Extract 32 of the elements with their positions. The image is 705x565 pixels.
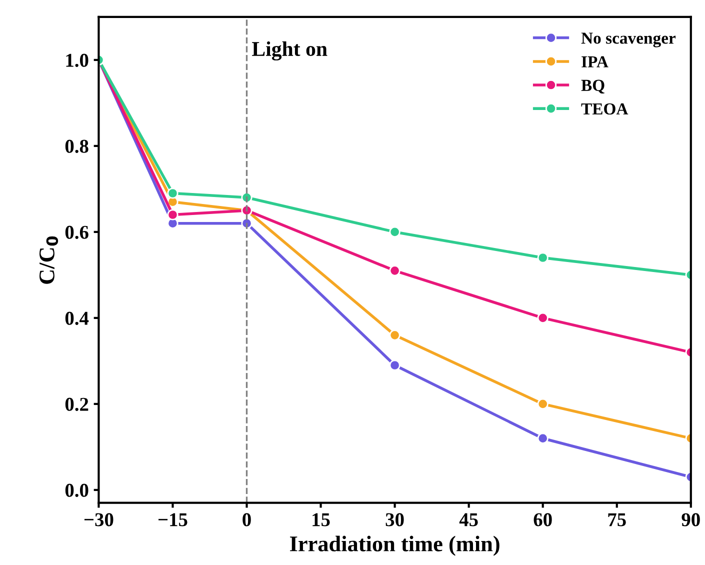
y-tick-label: 0.0 xyxy=(65,484,88,497)
y-tick-label: 0.4 xyxy=(65,312,89,325)
ref-line-label: Light on xyxy=(252,41,328,60)
point xyxy=(537,312,548,324)
point xyxy=(389,265,400,276)
x-tick-label: −30 xyxy=(84,513,114,526)
x-axis-title: Irradiation time (min) xyxy=(290,536,500,556)
point xyxy=(389,226,400,238)
legend-label: BQ xyxy=(581,80,604,94)
x-tick-label: 45 xyxy=(459,513,478,526)
x-tick-label: 75 xyxy=(608,513,626,526)
point xyxy=(389,330,400,341)
x-tick-label: 30 xyxy=(386,513,404,526)
point xyxy=(167,188,178,199)
y-tick-label: 0.2 xyxy=(65,398,88,411)
x-tick-label: −15 xyxy=(158,513,188,526)
y-axis-title: C/C$_{0}$ xyxy=(39,236,58,284)
x-tick-label: 0 xyxy=(242,513,251,526)
y-tick-label: 0.8 xyxy=(65,140,88,153)
y-tick-label: 0.6 xyxy=(65,226,88,239)
x-tick-label: 15 xyxy=(312,513,330,526)
legend-label: No scavenger xyxy=(581,32,676,48)
point xyxy=(167,209,178,220)
legend-label: TEOA xyxy=(581,103,628,115)
legend-label: IPA xyxy=(582,56,608,68)
x-tick-label: 60 xyxy=(534,513,552,526)
y-tick-label: 1.0 xyxy=(66,54,88,67)
point xyxy=(537,398,548,410)
point xyxy=(537,252,548,264)
point xyxy=(537,432,548,444)
point xyxy=(389,360,400,371)
x-tick-label: 90 xyxy=(682,513,700,526)
